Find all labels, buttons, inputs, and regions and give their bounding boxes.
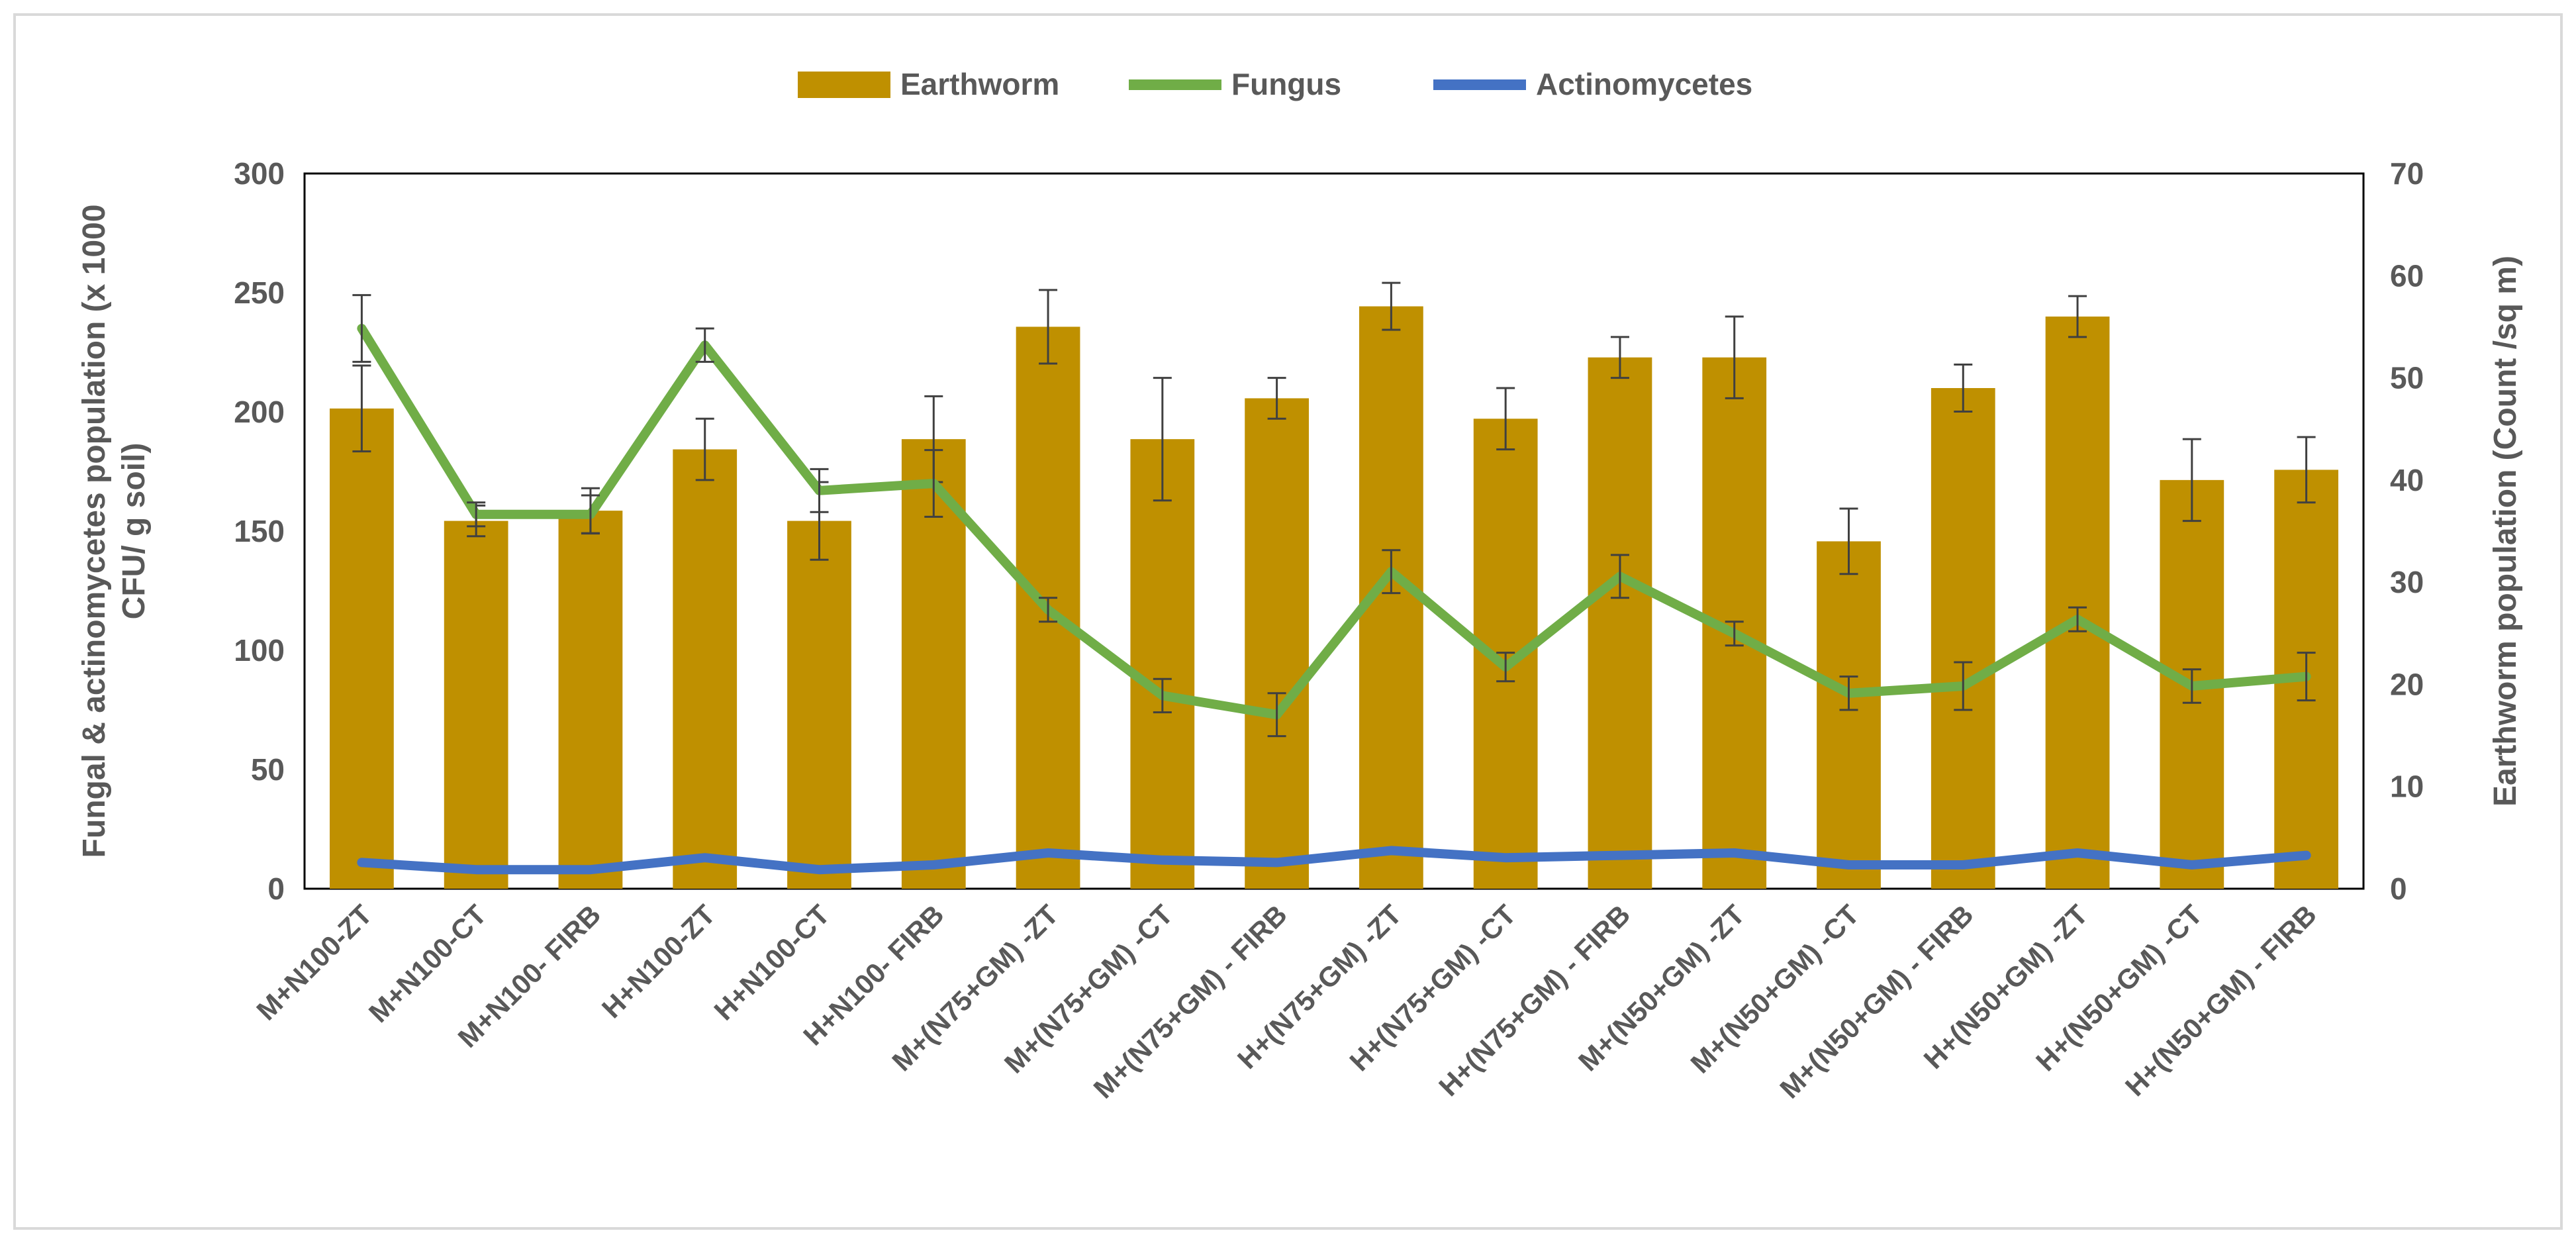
earthworm-bar: [2045, 317, 2110, 889]
fungus-error-bars: [352, 294, 2316, 738]
earthworm-error-bar: [1267, 377, 1286, 420]
fungus-error-bar: [1496, 652, 1515, 683]
earthworm-bar: [1817, 541, 1881, 889]
fungus-line: [357, 324, 2311, 720]
earthworm-bar: [673, 449, 738, 889]
fungus-error-bar: [2068, 606, 2087, 632]
earthworm-error-bar: [1039, 289, 1058, 365]
fungus-error-bar: [467, 501, 486, 528]
earthworm-error-bar: [2068, 295, 2087, 338]
earthworm-error-bar: [2182, 438, 2201, 522]
earthworm-error-bar: [352, 364, 371, 453]
x-axis-tick-label: M+(N75+GM) - FIRB: [1088, 899, 1293, 1104]
fungus-error-bar: [1725, 621, 1744, 647]
x-axis-tick-label: M+N100-CT: [363, 899, 493, 1028]
earthworm-error-bar: [1496, 387, 1515, 451]
fungus-error-bar: [924, 449, 943, 518]
earthworm-bar: [330, 408, 394, 889]
left-axis-tick-label: 200: [234, 395, 285, 429]
earthworm-error-bar: [1954, 364, 1973, 413]
legend-swatch-earthworm: [798, 72, 890, 98]
earthworm-error-bar: [1725, 315, 1744, 399]
fungus-error-bar: [810, 468, 829, 513]
fungus-error-bar: [695, 327, 714, 363]
left-axis-tick-label: 250: [234, 275, 285, 310]
earthworm-error-bar: [695, 417, 714, 481]
x-axis-tick-label: H+(N50+GM) - FIRB: [2119, 899, 2322, 1102]
plot-area: [303, 172, 2365, 890]
left-axis-tick-label: 50: [251, 752, 285, 787]
left-axis-tick-label: 0: [267, 871, 285, 906]
left-axis-title-line2: CFU/ g soil): [117, 443, 152, 620]
left-axis-ticks: 0 50 100 150 200 250 300: [234, 156, 285, 906]
right-axis-tick-label: 40: [2390, 463, 2424, 497]
left-axis-tick-label: 100: [234, 633, 285, 668]
x-axis-tick-label: M+N100-ZT: [250, 899, 378, 1026]
earthworm-error-bar: [2297, 436, 2316, 504]
earthworm-bar: [1588, 357, 1652, 889]
earthworm-error-bar: [1382, 281, 1401, 331]
earthworm-bar: [1931, 388, 1995, 889]
left-axis-tick-label: 300: [234, 156, 285, 191]
earthworm-bar: [1245, 398, 1309, 889]
fungus-error-bar: [2182, 668, 2201, 704]
earthworm-bar: [787, 521, 851, 889]
right-axis-tick-label: 60: [2390, 258, 2424, 293]
earthworm-bar: [1130, 439, 1195, 889]
fungus-error-bar: [1153, 677, 1172, 714]
legend: Earthworm Fungus Actinomycetes: [798, 67, 1752, 101]
earthworm-bar: [444, 521, 508, 889]
legend-label-fungus: Fungus: [1231, 67, 1341, 101]
fungus-error-bar: [1039, 597, 1058, 623]
right-axis-tick-label: 50: [2390, 361, 2424, 395]
earthworm-bars: [330, 306, 2338, 889]
right-axis-tick-label: 30: [2390, 565, 2424, 599]
fungus-error-bar: [2297, 652, 2316, 702]
line-series: [357, 324, 2311, 875]
earthworm-bar: [558, 511, 623, 889]
fungus-error-bar: [1610, 554, 1629, 599]
earthworm-error-bar: [1610, 336, 1629, 379]
fungus-error-bar: [581, 494, 600, 535]
earthworm-error-bar: [1153, 377, 1172, 502]
fungus-error-bar: [352, 294, 371, 363]
left-axis-tick-label: 150: [234, 514, 285, 548]
fungus-error-bar: [1267, 692, 1286, 738]
fungus-error-bar: [1954, 661, 1973, 711]
actinomycetes-line: [357, 846, 2311, 875]
fungus-error-bar: [1382, 549, 1401, 595]
right-axis-tick-label: 10: [2390, 770, 2424, 804]
legend-label-actinomycetes: Actinomycetes: [1536, 67, 1752, 101]
earthworm-error-bar: [1839, 507, 1858, 575]
left-axis-title-line1: Fungal & actinomycetes population (x 100…: [77, 205, 112, 858]
x-axis-tick-label: H+N100-CT: [708, 899, 835, 1026]
right-axis-tick-label: 0: [2390, 871, 2407, 906]
right-axis-title: Earthworm population (Count /sq m): [2488, 256, 2523, 807]
x-axis-tick-label: M+(N50+GM) - FIRB: [1774, 899, 1979, 1104]
x-axis-tick-labels: M+N100-ZTM+N100-CTM+N100- FIRBH+N100-ZTH…: [250, 899, 2322, 1105]
right-axis-tick-label: 70: [2390, 156, 2424, 191]
fungus-error-bar: [1839, 675, 1858, 711]
x-axis-tick-label: H+(N75+GM) - FIRB: [1433, 899, 1636, 1102]
right-axis-tick-label: 20: [2390, 667, 2424, 701]
x-axis-tick-label: H+N100-ZT: [596, 899, 721, 1024]
right-axis-ticks: 0 10 20 30 40 50 60 70: [2390, 156, 2424, 906]
legend-label-earthworm: Earthworm: [900, 67, 1059, 101]
